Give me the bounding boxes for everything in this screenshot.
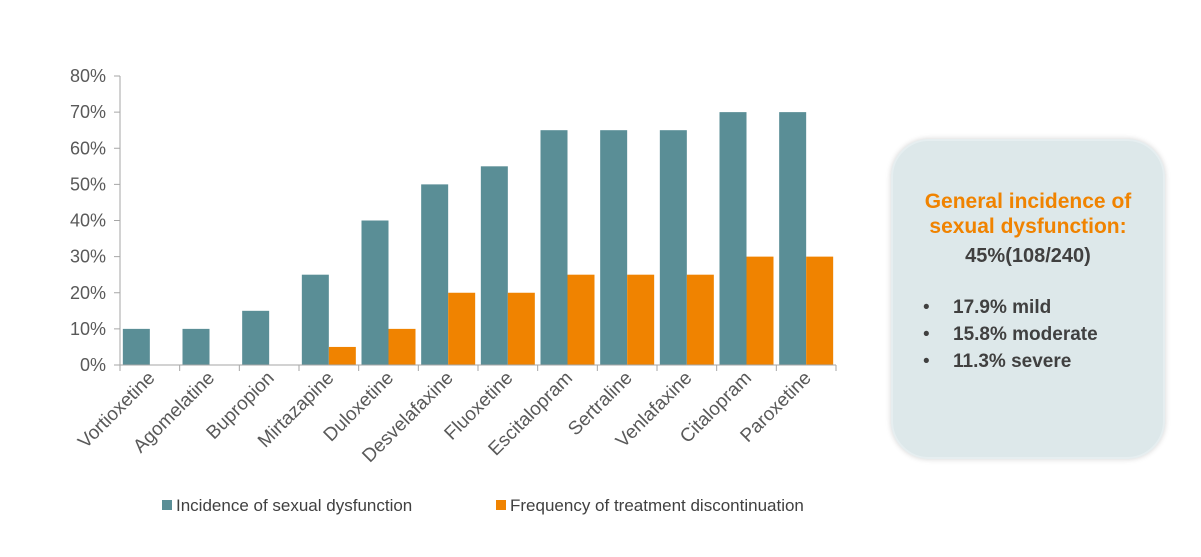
severity-list: • 17.9% mild • 15.8% moderate • 11.3% sever… <box>893 294 1163 375</box>
legend-swatch <box>496 500 506 510</box>
bullet-icon: • <box>923 324 930 345</box>
bar-incidence <box>361 220 389 365</box>
severity-item-severe: • 11.3% severe <box>923 348 1163 375</box>
y-tick-label: 50% <box>70 174 106 194</box>
y-tick-label: 0% <box>80 355 106 375</box>
bar-discontinuation <box>328 346 356 365</box>
summary-title: General incidence of sexual dysfunction: <box>924 190 1132 238</box>
y-tick-label: 20% <box>70 283 106 303</box>
bar-incidence <box>719 112 747 365</box>
bar-discontinuation <box>567 274 595 365</box>
bar-incidence <box>540 130 568 365</box>
bar-discontinuation <box>686 274 714 365</box>
bar-incidence <box>182 328 210 365</box>
y-tick-label: 40% <box>70 211 106 231</box>
bar-incidence <box>779 112 807 365</box>
bar-incidence <box>122 328 150 365</box>
bar-discontinuation <box>448 292 476 365</box>
bar-chart: 0%10%20%30%40%50%60%70%80%VortioxetineAg… <box>70 66 837 515</box>
bar-discontinuation <box>806 256 834 365</box>
bar-discontinuation <box>746 256 774 365</box>
legend-label: Incidence of sexual dysfunction <box>176 496 412 515</box>
bar-incidence <box>242 310 270 365</box>
y-tick-label: 80% <box>70 66 106 86</box>
y-tick-label: 30% <box>70 247 106 267</box>
legend-swatch <box>162 500 172 510</box>
bar-discontinuation <box>388 328 416 365</box>
bar-incidence <box>301 274 329 365</box>
severity-item-mild: • 17.9% mild <box>923 294 1163 321</box>
legend-label: Frequency of treatment discontinuation <box>510 496 804 515</box>
severity-text: 11.3% severe <box>953 351 1072 372</box>
summary-box: General incidence of sexual dysfunction:… <box>891 139 1165 459</box>
bar-incidence <box>659 130 687 365</box>
chart-area: 0% 10% 20% 30% 40% 50% 60% 70% 80% Vortioxetine Ag… <box>70 66 837 515</box>
bar-discontinuation <box>507 292 535 365</box>
summary-value: 45%(108/240) <box>965 245 1091 267</box>
bullet-icon: • <box>923 351 930 372</box>
bar-incidence <box>421 184 449 365</box>
bar-discontinuation <box>627 274 655 365</box>
y-tick-label: 70% <box>70 102 106 122</box>
severity-text: 17.9% mild <box>953 297 1052 318</box>
severity-text: 15.8% moderate <box>953 324 1098 345</box>
y-tick-label: 60% <box>70 138 106 158</box>
bar-incidence <box>480 166 508 365</box>
y-tick-label: 10% <box>70 319 106 339</box>
bar-incidence <box>600 130 628 365</box>
severity-item-moderate: • 15.8% moderate <box>923 321 1163 348</box>
bullet-icon: • <box>923 297 930 318</box>
